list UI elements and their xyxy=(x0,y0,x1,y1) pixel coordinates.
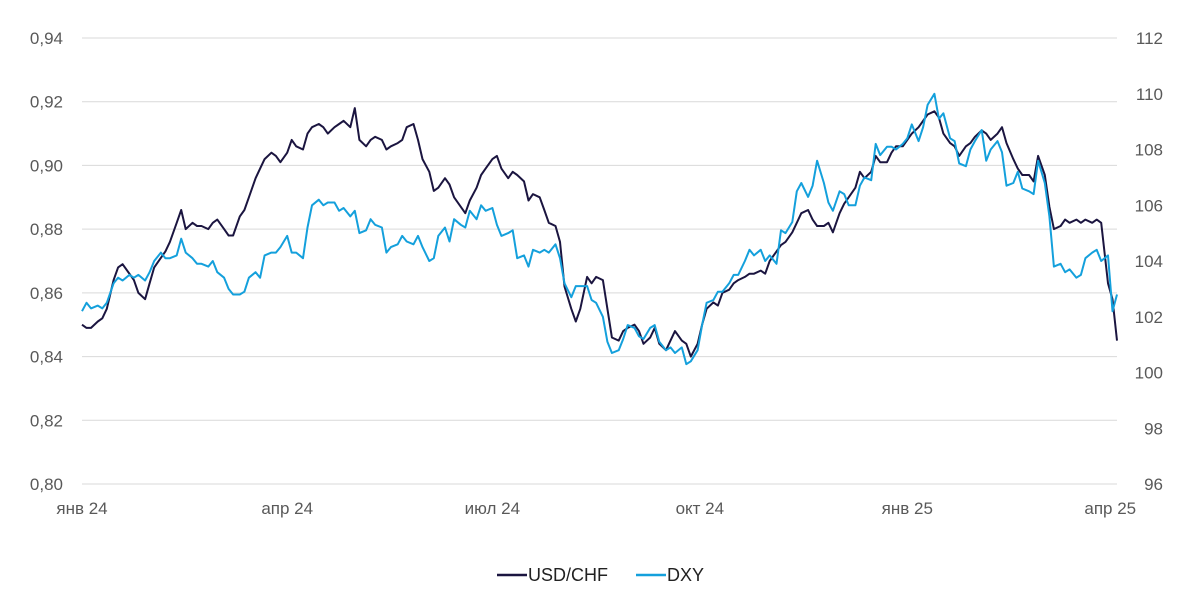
right-tick-label: 96 xyxy=(1144,475,1163,494)
x-tick-label: июл 24 xyxy=(465,499,520,518)
right-tick-label: 110 xyxy=(1136,85,1163,104)
series-lines xyxy=(81,92,1118,366)
right-tick-label: 102 xyxy=(1135,308,1163,327)
left-axis-ticks: 0,80 0,82 0,84 0,86 0,88 0,90 0,92 0,94 xyxy=(30,29,63,494)
legend: USD/CHF DXY xyxy=(497,565,704,585)
x-axis-ticks: янв 24 апр 24 июл 24 окт 24 янв 25 апр 25 xyxy=(56,499,1136,518)
x-tick-label: янв 24 xyxy=(56,499,107,518)
x-tick-label: янв 25 xyxy=(882,499,933,518)
left-tick-label: 0,94 xyxy=(30,29,63,48)
left-tick-label: 0,80 xyxy=(30,475,63,494)
right-tick-label: 106 xyxy=(1135,196,1163,215)
right-tick-label: 98 xyxy=(1144,419,1163,438)
x-tick-label: апр 24 xyxy=(261,499,313,518)
left-tick-label: 0,82 xyxy=(30,411,63,430)
x-tick-label: апр 25 xyxy=(1084,499,1136,518)
left-tick-label: 0,88 xyxy=(30,220,63,239)
legend-label: DXY xyxy=(667,565,704,585)
legend-label: USD/CHF xyxy=(528,565,608,585)
series-line-dxy xyxy=(81,92,1118,366)
right-tick-label: 104 xyxy=(1135,252,1163,271)
left-tick-label: 0,90 xyxy=(30,156,63,175)
right-tick-label: 108 xyxy=(1135,141,1163,160)
x-tick-label: окт 24 xyxy=(676,499,725,518)
left-tick-label: 0,84 xyxy=(30,348,63,367)
right-tick-label: 112 xyxy=(1136,29,1163,48)
left-tick-label: 0,92 xyxy=(30,93,63,112)
series-line-usd-chf xyxy=(81,107,1118,358)
right-axis-ticks: 96 98 100 102 104 106 108 110 112 xyxy=(1135,29,1163,494)
left-tick-label: 0,86 xyxy=(30,284,63,303)
gridlines xyxy=(82,37,1117,485)
right-tick-label: 100 xyxy=(1135,364,1163,383)
